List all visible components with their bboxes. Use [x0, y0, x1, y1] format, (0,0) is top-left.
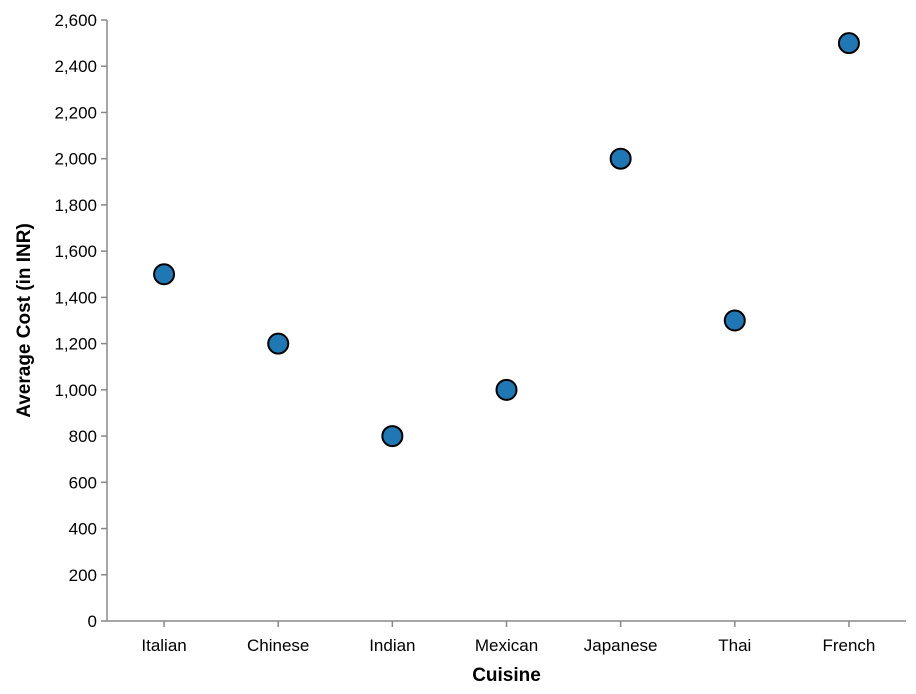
y-tick-label: 1,600: [54, 242, 97, 261]
y-tick-label: 1,400: [54, 288, 97, 307]
y-tick-label: 1,800: [54, 196, 97, 215]
y-tick-label: 2,400: [54, 57, 97, 76]
data-point: [267, 332, 290, 355]
y-tick-label: 2,000: [54, 150, 97, 169]
x-axis: Italian Chinese Indian Mexican Japanese Thai F…: [107, 620, 906, 655]
y-tick-label: 2,200: [54, 103, 97, 122]
y-tick-label: 2,600: [54, 11, 97, 30]
y-tick-label: 800: [69, 427, 97, 446]
y-axis-title: Average Cost (in INR): [14, 223, 35, 418]
x-tick-label: Japanese: [584, 636, 658, 655]
x-tick-label: French: [822, 636, 875, 655]
data-point: [723, 309, 746, 332]
y-axis: 0 200 400 600 800 1,000 1,200 1,400 1,600 1,800 2,…: [54, 11, 108, 631]
y-tick-label: 400: [69, 520, 97, 539]
y-tick-label: 600: [69, 473, 97, 492]
y-tick-label: 0: [88, 612, 97, 631]
x-axis-title: Cuisine: [472, 665, 541, 686]
data-point: [153, 263, 176, 286]
data-point: [609, 147, 632, 170]
x-tick-label: Italian: [141, 636, 186, 655]
data-points: [153, 32, 860, 448]
y-tick-label: 1,000: [54, 381, 97, 400]
x-tick-label: Thai: [718, 636, 751, 655]
data-point: [495, 378, 518, 401]
data-point: [837, 32, 860, 55]
y-tick-label: 1,200: [54, 335, 97, 354]
x-tick-label: Chinese: [247, 636, 309, 655]
x-tick-label: Indian: [369, 636, 415, 655]
y-tick-label: 200: [69, 566, 97, 585]
data-point: [381, 425, 404, 448]
x-tick-label: Mexican: [475, 636, 538, 655]
